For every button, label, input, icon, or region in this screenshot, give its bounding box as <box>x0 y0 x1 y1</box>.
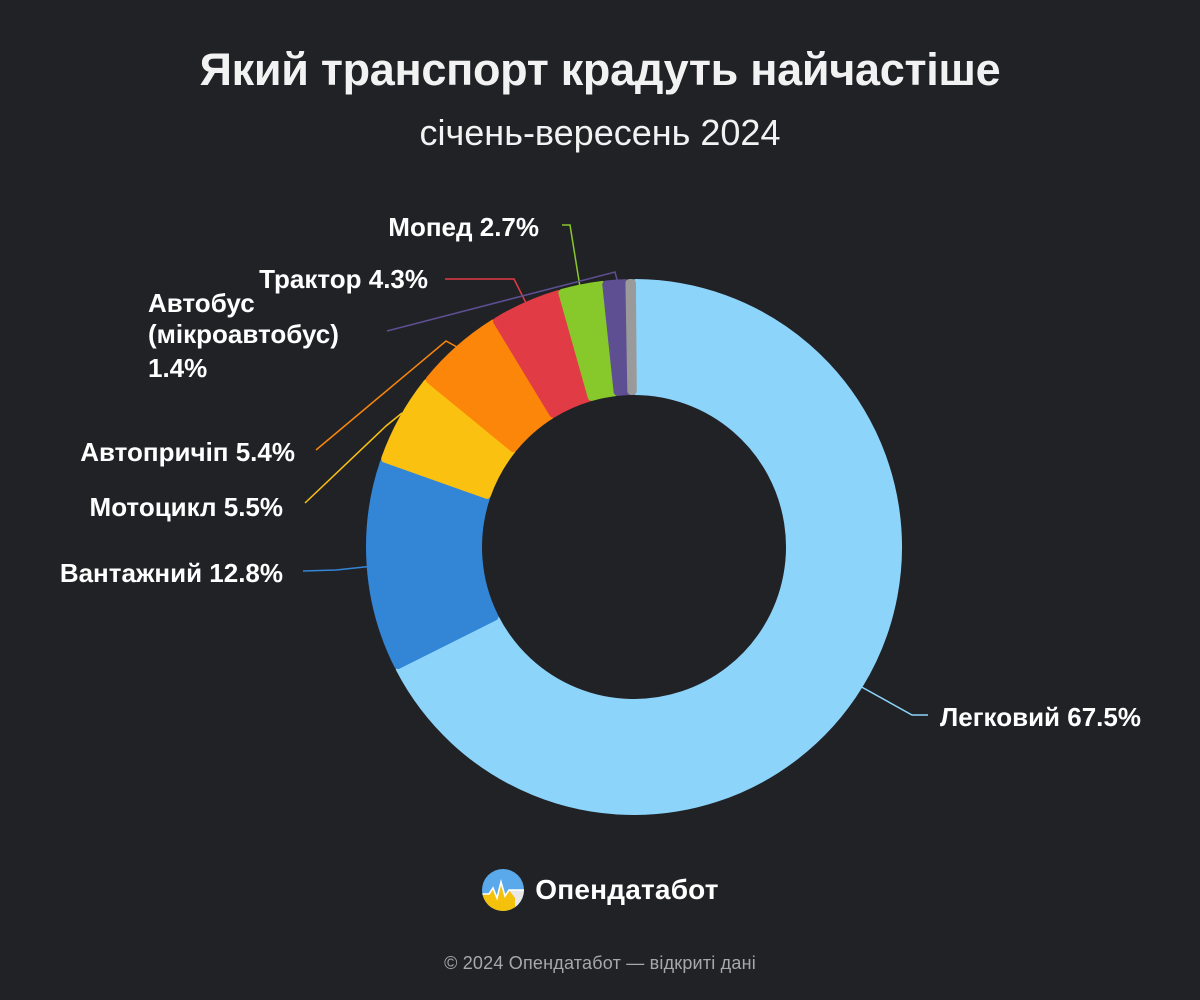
leader-line <box>386 271 620 332</box>
leader-line <box>302 565 375 572</box>
brand-name: Опендатабот <box>535 874 719 905</box>
slice-label: Легковий 67.5% <box>940 702 1141 732</box>
slice-label: (мікроавтобус) <box>148 319 339 349</box>
slice-label: Автобус <box>148 288 255 318</box>
opendatabot-logo-icon <box>482 869 525 911</box>
brand: Опендатабот <box>0 868 1200 912</box>
donut-slice <box>395 279 902 815</box>
chart-subtitle: січень-вересень 2024 <box>419 112 781 153</box>
donut-slice <box>425 319 556 453</box>
slice-label: Мотоцикл 5.5% <box>90 492 283 522</box>
donut-slice <box>366 458 499 670</box>
footer-copyright: © 2024 Опендатабот — відкриті дані <box>444 953 756 973</box>
donut-slice <box>625 279 637 396</box>
slice-label: 1.4% <box>148 353 207 383</box>
donut-slice <box>381 378 516 499</box>
leader-line <box>315 340 458 451</box>
leader-line <box>304 412 403 504</box>
slice-label: Трактор 4.3% <box>259 264 428 294</box>
leader-line <box>857 684 928 716</box>
chart-title: Який транспорт крадуть найчастіше <box>199 44 1001 95</box>
slice-label: Мопед 2.7% <box>388 212 539 242</box>
slice-label: Автопричіп 5.4% <box>80 437 295 467</box>
leader-line <box>445 278 528 306</box>
slice-label: Вантажний 12.8% <box>60 558 283 588</box>
leader-line <box>562 224 581 288</box>
